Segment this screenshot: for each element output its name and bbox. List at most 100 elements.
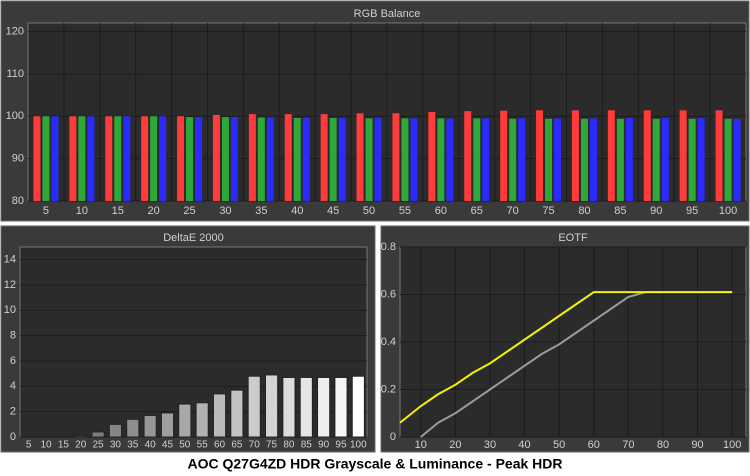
bar: [589, 118, 597, 201]
x-tick-label: 65: [231, 440, 243, 451]
bar: [123, 116, 131, 201]
bar: [500, 110, 508, 201]
bar: [195, 117, 203, 201]
x-tick-label: 40: [518, 439, 530, 451]
x-tick-label: 5: [43, 205, 49, 217]
x-tick-label: 75: [266, 440, 278, 451]
bar: [212, 393, 227, 438]
x-tick-label: 30: [219, 205, 231, 217]
bar: [661, 117, 669, 201]
x-tick-label: 85: [614, 205, 626, 217]
x-tick-label: 10: [415, 439, 427, 451]
bar: [643, 110, 651, 201]
x-tick-label: 55: [197, 440, 209, 451]
bar: [51, 116, 59, 201]
x-tick-label: 30: [110, 440, 122, 451]
x-tick-label: 55: [399, 205, 411, 217]
bar: [320, 114, 328, 201]
y-tick-label: 12: [4, 279, 16, 291]
bar: [410, 118, 418, 201]
chart-title: DeltaE 2000: [163, 232, 224, 244]
x-tick-label: 65: [471, 205, 483, 217]
bar: [74, 435, 88, 438]
bar: [446, 118, 454, 201]
y-tick-label: 0.8: [381, 241, 396, 253]
bar: [247, 375, 261, 438]
bar: [428, 112, 436, 201]
bar: [186, 117, 194, 201]
bar: [230, 389, 244, 438]
x-tick-label: 100: [719, 205, 737, 217]
bar: [195, 402, 209, 438]
bar: [265, 374, 279, 438]
x-tick-label: 80: [578, 205, 590, 217]
x-tick-label: 50: [179, 440, 191, 451]
x-tick-label: 20: [449, 439, 461, 451]
bar: [625, 117, 633, 201]
bar: [329, 117, 337, 201]
bar: [91, 431, 105, 438]
x-tick-label: 5: [26, 440, 32, 451]
bar: [143, 414, 157, 438]
bar: [160, 412, 175, 438]
bar: [607, 110, 615, 201]
x-tick-label: 80: [657, 439, 669, 451]
y-tick-label: 14: [4, 254, 16, 266]
bar: [688, 118, 696, 201]
x-tick-label: 35: [127, 440, 139, 451]
bar: [105, 116, 113, 201]
plot-area: [19, 246, 368, 438]
x-tick-label: 90: [318, 440, 330, 451]
bar: [141, 116, 149, 201]
x-tick-label: 35: [255, 205, 267, 217]
bar: [580, 118, 588, 201]
bar: [159, 116, 167, 201]
x-tick-label: 70: [622, 439, 634, 451]
y-tick-label: 120: [6, 25, 24, 37]
bar: [108, 423, 122, 438]
x-tick-label: 70: [507, 205, 519, 217]
chart-title: RGB Balance: [354, 8, 421, 20]
x-tick-label: 30: [484, 439, 496, 451]
x-tick-label: 60: [435, 205, 447, 217]
bar: [212, 114, 220, 201]
bar: [150, 116, 158, 201]
bar: [554, 118, 562, 201]
x-tick-label: 100: [350, 440, 367, 451]
bar: [437, 118, 445, 201]
bar: [69, 116, 77, 201]
bar: [293, 117, 301, 201]
x-tick-label: 20: [148, 205, 160, 217]
y-tick-label: 2: [10, 406, 16, 418]
bar: [356, 113, 364, 201]
y-tick-label: 10: [4, 304, 16, 316]
bar: [679, 110, 687, 201]
bar: [482, 118, 490, 201]
x-tick-label: 20: [75, 440, 87, 451]
bar: [114, 116, 122, 201]
bar: [282, 376, 296, 438]
bar: [178, 403, 192, 438]
y-tick-label: 0.4: [381, 336, 396, 348]
bar: [78, 116, 86, 201]
y-tick-label: 0: [390, 431, 396, 443]
bar: [616, 118, 624, 201]
y-tick-label: 0.2: [381, 383, 396, 395]
y-tick-label: 8: [10, 330, 16, 342]
bar: [733, 118, 741, 201]
bar: [87, 116, 95, 201]
y-tick-label: 0: [10, 431, 16, 443]
bar: [230, 117, 238, 201]
bar: [351, 375, 365, 438]
bar: [334, 376, 348, 438]
bar: [473, 118, 481, 201]
x-tick-label: 40: [145, 440, 157, 451]
bar: [126, 418, 140, 438]
bar: [509, 118, 517, 201]
bar: [392, 113, 400, 201]
bar: [715, 110, 723, 201]
y-tick-label: 80: [12, 195, 24, 207]
bar: [177, 116, 185, 201]
bar: [536, 110, 544, 201]
